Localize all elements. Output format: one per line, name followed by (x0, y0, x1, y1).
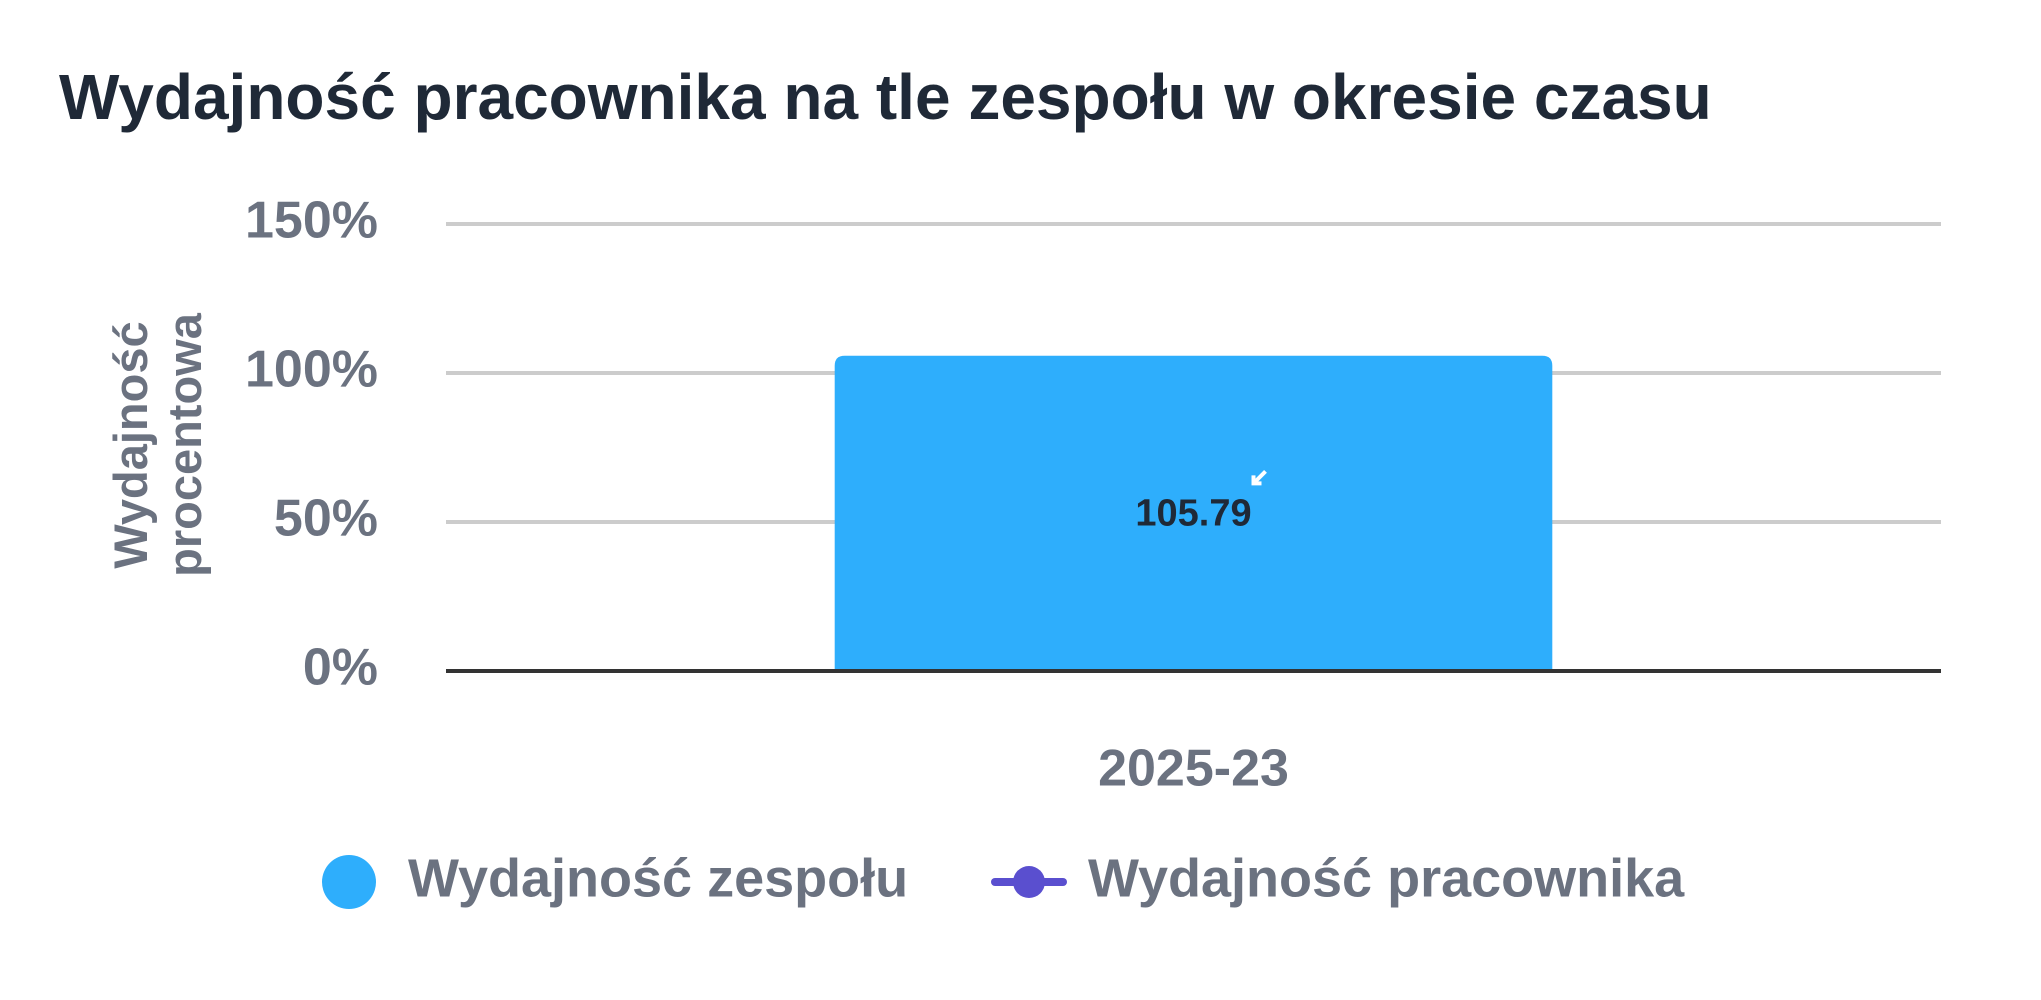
legend-label: Wydajność zespołu (408, 848, 908, 908)
data-label: 105.79 (1135, 492, 1251, 534)
y-axis-label: Wydajność procentowa (104, 313, 211, 577)
chart-title: Wydajność pracownika na tle zespołu w ok… (59, 61, 1712, 133)
legend-swatch (1013, 866, 1045, 898)
y-tick-label: 150% (245, 192, 378, 250)
legend-label: Wydajność pracownika (1088, 848, 1685, 908)
legend-swatch (322, 855, 376, 909)
bar (834, 355, 1553, 671)
x-tick-label: 2025-23 (1098, 740, 1289, 798)
y-tick-label: 50% (274, 490, 378, 548)
y-tick-label: 0% (303, 639, 378, 697)
y-tick-label: 100% (245, 341, 378, 399)
label-icon (1251, 469, 1267, 486)
